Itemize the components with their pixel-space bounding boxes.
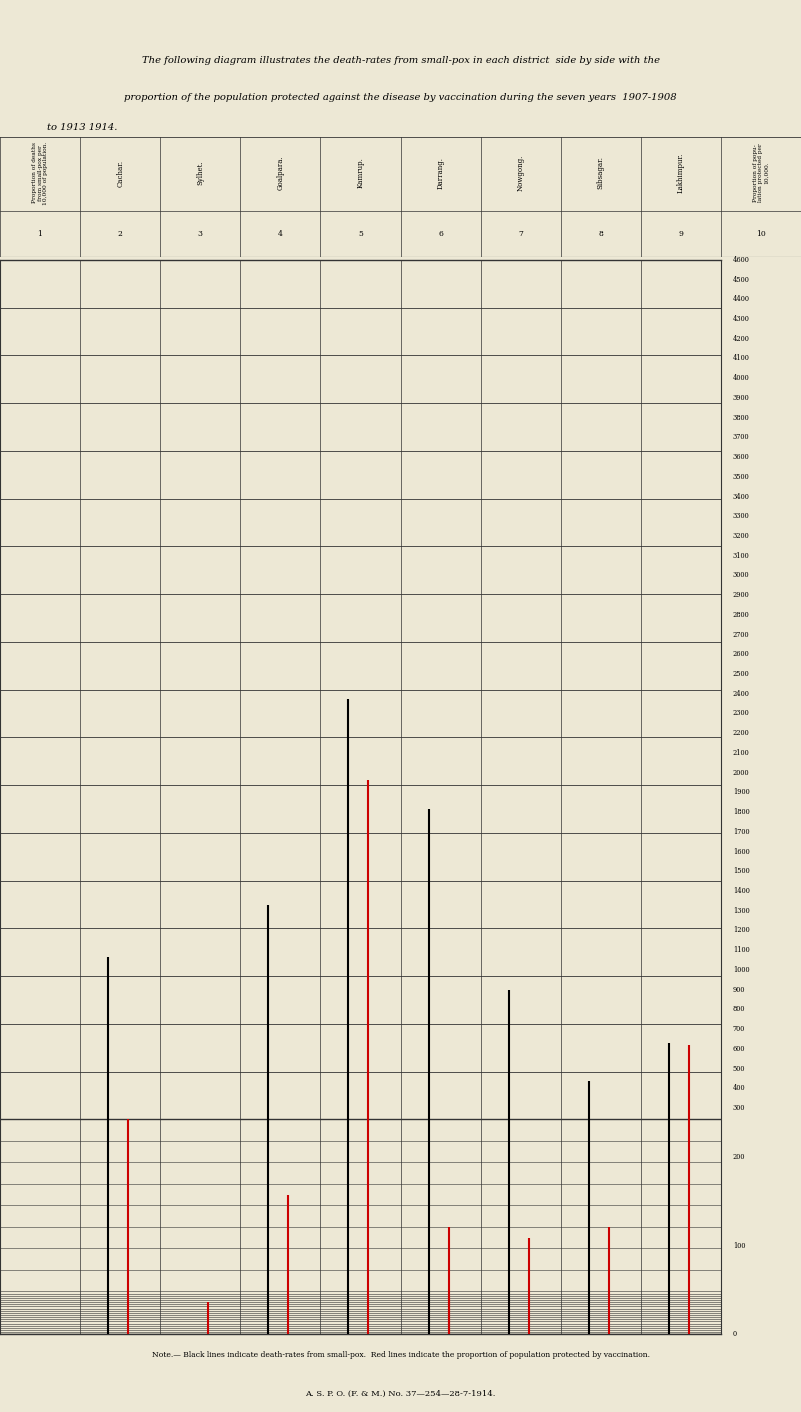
Text: 2000: 2000 bbox=[733, 768, 750, 777]
Text: Darrang.: Darrang. bbox=[437, 157, 445, 189]
Text: 4200: 4200 bbox=[733, 335, 750, 343]
Text: 3400: 3400 bbox=[733, 493, 750, 500]
Text: 3: 3 bbox=[198, 230, 203, 239]
Text: 2900: 2900 bbox=[733, 592, 750, 599]
Text: 2800: 2800 bbox=[733, 611, 750, 618]
Text: 300: 300 bbox=[733, 1104, 746, 1113]
Text: 1500: 1500 bbox=[733, 867, 750, 875]
Text: 3800: 3800 bbox=[733, 414, 750, 422]
Text: to 1913 1914.: to 1913 1914. bbox=[46, 123, 117, 133]
Text: Sylhet.: Sylhet. bbox=[196, 161, 204, 185]
Text: 2700: 2700 bbox=[733, 631, 750, 638]
Text: Proportion of deaths
from small-pox per
10,000 of population.: Proportion of deaths from small-pox per … bbox=[32, 141, 48, 205]
Text: 1: 1 bbox=[38, 230, 42, 239]
Text: 3200: 3200 bbox=[733, 532, 750, 539]
Text: 1000: 1000 bbox=[733, 966, 750, 974]
Text: 800: 800 bbox=[733, 1005, 746, 1014]
Text: 0: 0 bbox=[733, 1330, 737, 1339]
Text: Note.— Black lines indicate death-rates from small-pox.  Red lines indicate the : Note.— Black lines indicate death-rates … bbox=[151, 1351, 650, 1360]
Text: 3900: 3900 bbox=[733, 394, 750, 402]
Text: Goalpara.: Goalpara. bbox=[276, 155, 284, 191]
Text: 10: 10 bbox=[756, 230, 766, 239]
Text: Sibsagar.: Sibsagar. bbox=[597, 157, 605, 189]
Text: 3100: 3100 bbox=[733, 552, 750, 559]
Text: 6: 6 bbox=[438, 230, 443, 239]
Text: Lakhimpur.: Lakhimpur. bbox=[677, 152, 685, 193]
Text: Cachar.: Cachar. bbox=[116, 160, 124, 186]
Text: 1900: 1900 bbox=[733, 788, 750, 796]
Text: 900: 900 bbox=[733, 986, 746, 994]
Text: Kamrup.: Kamrup. bbox=[356, 158, 364, 188]
Text: 4600: 4600 bbox=[733, 256, 750, 264]
Text: Proportion of popu-
lation protected per
10,000.: Proportion of popu- lation protected per… bbox=[753, 144, 769, 202]
Text: 1600: 1600 bbox=[733, 847, 750, 856]
Text: 4300: 4300 bbox=[733, 315, 750, 323]
Text: 2500: 2500 bbox=[733, 671, 750, 678]
Text: 1800: 1800 bbox=[733, 808, 750, 816]
Text: 1400: 1400 bbox=[733, 887, 750, 895]
Text: 3700: 3700 bbox=[733, 433, 750, 442]
Text: 1100: 1100 bbox=[733, 946, 750, 955]
Text: The following diagram illustrates the death-rates from small-pox in each distric: The following diagram illustrates the de… bbox=[142, 56, 659, 65]
Text: 2: 2 bbox=[118, 230, 123, 239]
Text: proportion of the population protected against the disease by vaccination during: proportion of the population protected a… bbox=[124, 93, 677, 102]
Text: 4100: 4100 bbox=[733, 354, 750, 363]
Text: 3600: 3600 bbox=[733, 453, 750, 462]
Text: 2200: 2200 bbox=[733, 729, 750, 737]
Text: A. S. P. O. (F. & M.) No. 37—254—28-7-1914.: A. S. P. O. (F. & M.) No. 37—254—28-7-19… bbox=[305, 1389, 496, 1398]
Text: 8: 8 bbox=[598, 230, 603, 239]
Text: 2100: 2100 bbox=[733, 748, 750, 757]
Text: 1300: 1300 bbox=[733, 907, 750, 915]
Text: 100: 100 bbox=[733, 1241, 746, 1250]
Text: 3000: 3000 bbox=[733, 572, 750, 579]
Text: 1700: 1700 bbox=[733, 827, 750, 836]
Text: 5: 5 bbox=[358, 230, 363, 239]
Text: 2600: 2600 bbox=[733, 651, 750, 658]
Text: 9: 9 bbox=[678, 230, 683, 239]
Text: 4500: 4500 bbox=[733, 275, 750, 284]
Text: 3500: 3500 bbox=[733, 473, 750, 481]
Text: 200: 200 bbox=[733, 1152, 746, 1161]
Text: 600: 600 bbox=[733, 1045, 746, 1053]
Text: 2400: 2400 bbox=[733, 690, 750, 698]
Text: Nowgong.: Nowgong. bbox=[517, 155, 525, 191]
Text: 400: 400 bbox=[733, 1084, 746, 1093]
Text: 7: 7 bbox=[518, 230, 523, 239]
Text: 700: 700 bbox=[733, 1025, 745, 1034]
Text: 1200: 1200 bbox=[733, 926, 750, 935]
Text: 500: 500 bbox=[733, 1065, 746, 1073]
Text: 4: 4 bbox=[278, 230, 283, 239]
Text: 3300: 3300 bbox=[733, 513, 750, 520]
Text: 4000: 4000 bbox=[733, 374, 750, 383]
Text: 2300: 2300 bbox=[733, 709, 750, 717]
Text: 4400: 4400 bbox=[733, 295, 750, 304]
